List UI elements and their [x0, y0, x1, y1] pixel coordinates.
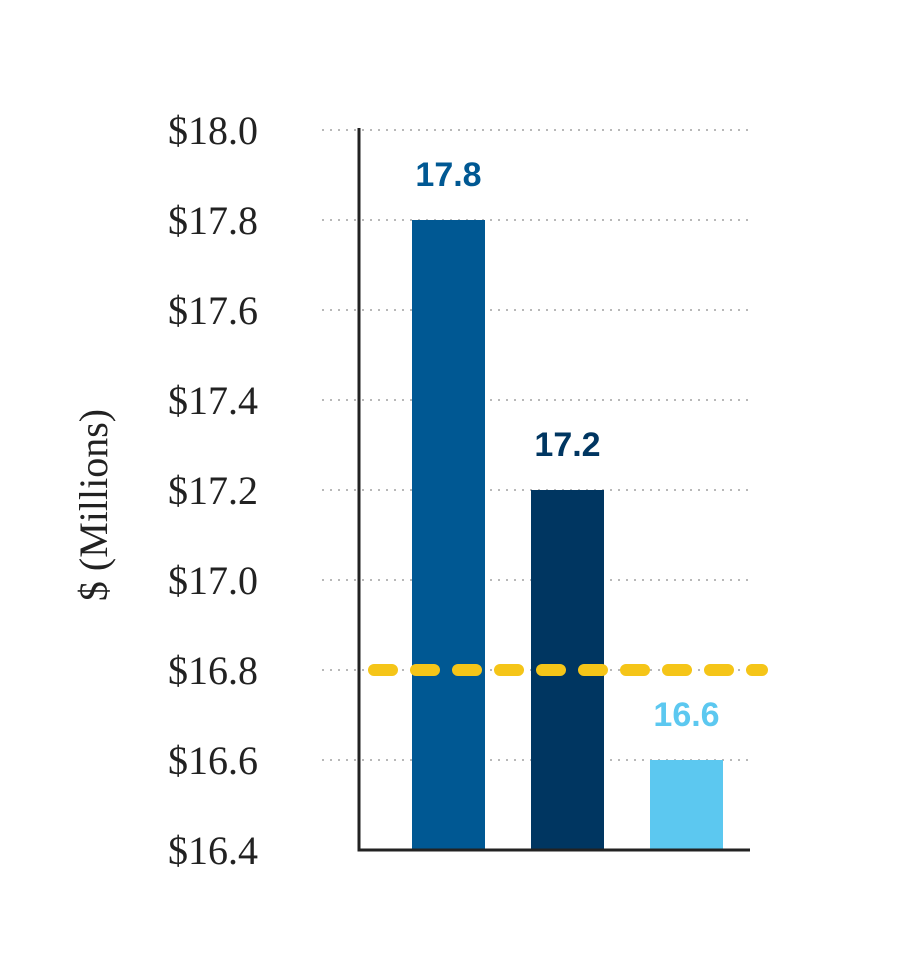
y-tick-label: $17.0: [168, 558, 258, 603]
bar-value-label: 16.6: [653, 696, 719, 734]
y-tick-label: $16.4: [168, 828, 258, 873]
bar: [412, 220, 485, 850]
bar-value-labels: 17.8 17.2 16.6: [415, 156, 719, 734]
bar-value-label: 17.2: [534, 426, 600, 464]
y-tick-label: $16.6: [168, 738, 258, 783]
y-tick-label: $17.6: [168, 288, 258, 333]
bars: [412, 220, 723, 850]
bar-value-label: 17.8: [415, 156, 481, 194]
bar: [650, 760, 723, 850]
y-tick-label: $16.8: [168, 648, 258, 693]
axes: [357, 128, 750, 852]
y-tick-label: $17.2: [168, 468, 258, 513]
y-tick-label: $17.8: [168, 198, 258, 243]
y-tick-label: $18.0: [168, 108, 258, 153]
y-tick-label: $17.4: [168, 378, 258, 423]
y-tick-labels: $18.0 $17.8 $17.6 $17.4 $17.2 $17.0 $16.8 $16.6…: [168, 108, 258, 873]
y-axis-title: $ (Millions): [71, 409, 116, 601]
